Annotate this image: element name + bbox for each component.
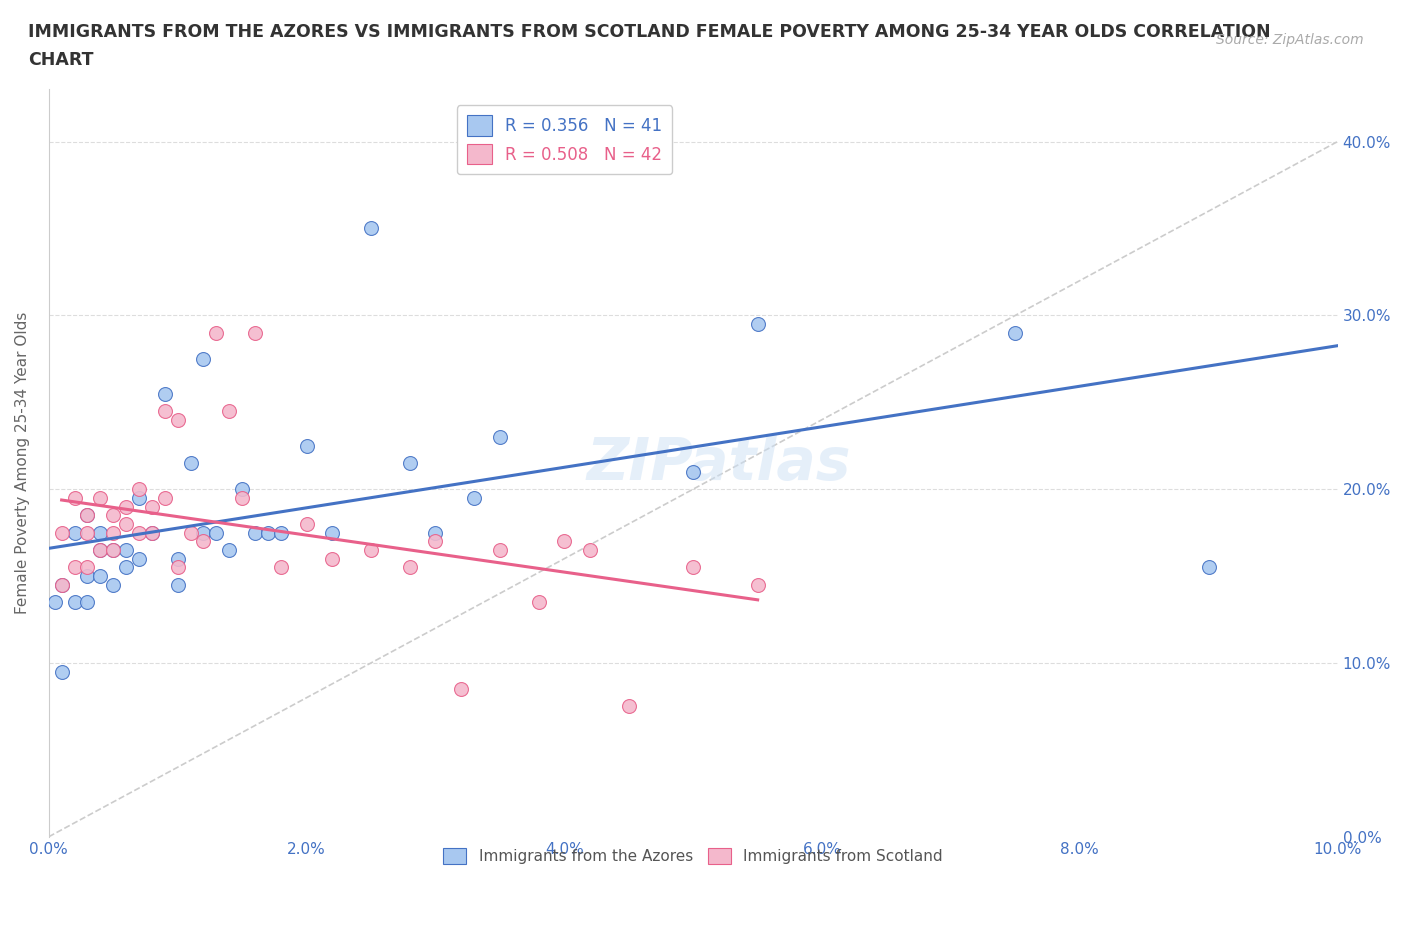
- Point: [63, 594, 86, 609]
- Point: [103, 525, 125, 540]
- Point: [51, 578, 73, 592]
- Point: [295, 516, 318, 531]
- Point: [51, 578, 73, 592]
- Point: [398, 456, 420, 471]
- Point: [89, 568, 111, 583]
- Point: [76, 560, 98, 575]
- Y-axis label: Female Poverty Among 25-34 Year Olds: Female Poverty Among 25-34 Year Olds: [15, 312, 30, 614]
- Point: [257, 525, 280, 540]
- Point: [115, 499, 138, 514]
- Point: [141, 499, 163, 514]
- Point: [617, 699, 640, 714]
- Point: [270, 525, 292, 540]
- Point: [76, 508, 98, 523]
- Point: [579, 542, 602, 557]
- Point: [103, 578, 125, 592]
- Point: [115, 516, 138, 531]
- Point: [153, 490, 176, 505]
- Point: [103, 542, 125, 557]
- Point: [425, 525, 447, 540]
- Point: [450, 682, 472, 697]
- Point: [166, 560, 188, 575]
- Point: [89, 525, 111, 540]
- Point: [218, 542, 240, 557]
- Point: [1198, 560, 1220, 575]
- Point: [180, 456, 202, 471]
- Point: [463, 490, 485, 505]
- Point: [747, 578, 769, 592]
- Point: [489, 542, 512, 557]
- Point: [527, 594, 550, 609]
- Point: [218, 404, 240, 418]
- Point: [398, 560, 420, 575]
- Point: [231, 482, 253, 497]
- Point: [166, 578, 188, 592]
- Point: [63, 490, 86, 505]
- Point: [51, 664, 73, 679]
- Point: [89, 490, 111, 505]
- Point: [76, 508, 98, 523]
- Point: [153, 404, 176, 418]
- Point: [103, 508, 125, 523]
- Point: [553, 534, 575, 549]
- Point: [682, 464, 704, 479]
- Point: [128, 490, 150, 505]
- Point: [128, 482, 150, 497]
- Point: [76, 594, 98, 609]
- Point: [63, 525, 86, 540]
- Point: [193, 534, 215, 549]
- Point: [115, 560, 138, 575]
- Point: [63, 560, 86, 575]
- Text: CHART: CHART: [28, 51, 94, 69]
- Point: [270, 560, 292, 575]
- Point: [89, 542, 111, 557]
- Text: Source: ZipAtlas.com: Source: ZipAtlas.com: [1216, 33, 1364, 46]
- Point: [243, 525, 266, 540]
- Point: [115, 542, 138, 557]
- Point: [321, 525, 343, 540]
- Point: [425, 534, 447, 549]
- Point: [89, 542, 111, 557]
- Text: ZIPatlas: ZIPatlas: [586, 434, 851, 492]
- Point: [360, 221, 382, 236]
- Point: [76, 525, 98, 540]
- Point: [489, 430, 512, 445]
- Point: [682, 560, 704, 575]
- Point: [360, 542, 382, 557]
- Point: [166, 412, 188, 427]
- Point: [1004, 326, 1026, 340]
- Point: [128, 551, 150, 566]
- Point: [193, 525, 215, 540]
- Point: [103, 542, 125, 557]
- Point: [205, 326, 228, 340]
- Point: [128, 525, 150, 540]
- Legend: Immigrants from the Azores, Immigrants from Scotland: Immigrants from the Azores, Immigrants f…: [437, 842, 949, 870]
- Point: [321, 551, 343, 566]
- Point: [141, 525, 163, 540]
- Point: [295, 438, 318, 453]
- Point: [51, 525, 73, 540]
- Point: [193, 352, 215, 366]
- Text: IMMIGRANTS FROM THE AZORES VS IMMIGRANTS FROM SCOTLAND FEMALE POVERTY AMONG 25-3: IMMIGRANTS FROM THE AZORES VS IMMIGRANTS…: [28, 23, 1271, 41]
- Point: [747, 316, 769, 331]
- Point: [205, 525, 228, 540]
- Point: [76, 568, 98, 583]
- Point: [231, 490, 253, 505]
- Point: [141, 525, 163, 540]
- Point: [44, 594, 66, 609]
- Point: [243, 326, 266, 340]
- Point: [153, 386, 176, 401]
- Point: [166, 551, 188, 566]
- Point: [180, 525, 202, 540]
